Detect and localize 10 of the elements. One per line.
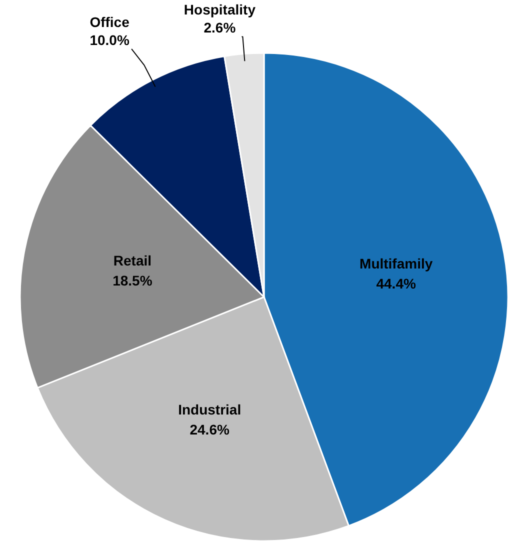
data-label: 10.0% [90, 32, 130, 48]
data-label: 44.4% [376, 275, 416, 292]
slice-label: Industrial [178, 402, 242, 418]
data-label: 24.6% [190, 422, 230, 438]
slice-label: Multifamily [360, 255, 433, 272]
slice-label: Office [90, 14, 130, 30]
slice-label: Hospitality [184, 2, 256, 18]
data-label: 18.5% [112, 272, 153, 288]
slice-label: Retail [113, 252, 152, 268]
data-label: 2.6% [204, 20, 236, 36]
